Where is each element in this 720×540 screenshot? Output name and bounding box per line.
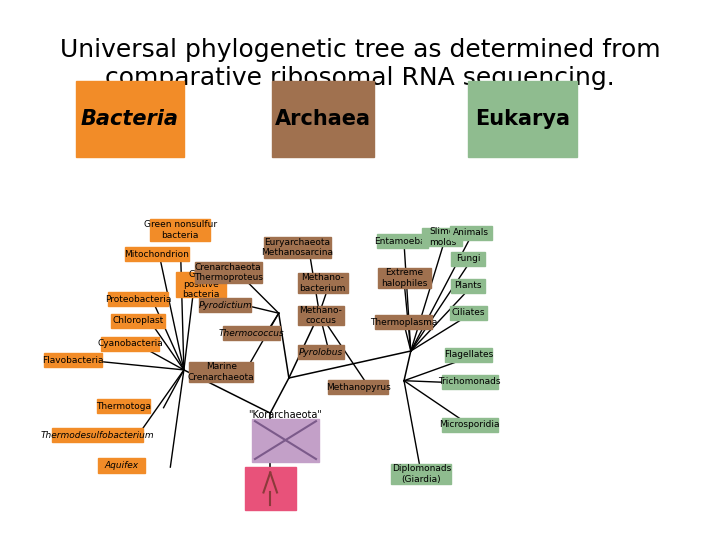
FancyBboxPatch shape	[176, 272, 226, 297]
Text: Green nonsulfur
bacteria: Green nonsulfur bacteria	[143, 220, 217, 240]
FancyBboxPatch shape	[125, 247, 189, 261]
Text: Proteobacteria: Proteobacteria	[105, 295, 171, 303]
FancyBboxPatch shape	[264, 237, 331, 258]
FancyBboxPatch shape	[189, 362, 253, 382]
FancyBboxPatch shape	[272, 81, 374, 157]
Text: Methanopyrus: Methanopyrus	[326, 383, 391, 391]
Text: Methano-
coccus: Methano- coccus	[300, 306, 343, 325]
FancyBboxPatch shape	[251, 418, 320, 462]
FancyBboxPatch shape	[442, 418, 498, 432]
Text: Slime
molds: Slime molds	[428, 227, 456, 247]
FancyBboxPatch shape	[44, 353, 102, 367]
Text: Aquifex: Aquifex	[104, 461, 138, 470]
Text: Trichomonads: Trichomonads	[438, 377, 501, 386]
Text: Gram
positive
bacteria: Gram positive bacteria	[182, 269, 220, 300]
Text: Euryarchaeota
Methanosarcina: Euryarchaeota Methanosarcina	[261, 238, 333, 257]
Text: Methano-
bacterium: Methano- bacterium	[300, 273, 346, 293]
FancyBboxPatch shape	[96, 399, 150, 413]
FancyBboxPatch shape	[199, 298, 251, 312]
Text: Chloroplast: Chloroplast	[112, 316, 163, 325]
FancyBboxPatch shape	[297, 273, 348, 293]
Text: Entamoebae: Entamoebae	[374, 237, 431, 246]
FancyBboxPatch shape	[377, 268, 431, 288]
FancyBboxPatch shape	[391, 464, 451, 484]
FancyBboxPatch shape	[375, 315, 432, 329]
Text: Eukarya: Eukarya	[475, 109, 570, 129]
FancyBboxPatch shape	[451, 279, 485, 293]
FancyBboxPatch shape	[98, 458, 145, 472]
FancyBboxPatch shape	[328, 380, 389, 394]
FancyBboxPatch shape	[450, 226, 492, 240]
FancyBboxPatch shape	[297, 306, 344, 325]
Text: Microsporidia: Microsporidia	[439, 421, 500, 429]
FancyBboxPatch shape	[53, 428, 143, 442]
Text: Thermodesulfobacterium: Thermodesulfobacterium	[41, 431, 155, 440]
FancyBboxPatch shape	[112, 314, 165, 328]
Text: Mitochondrion: Mitochondrion	[125, 250, 189, 259]
Text: Archaea: Archaea	[275, 109, 371, 129]
Text: Universal phylogenetic tree as determined from
comparative ribosomal RNA sequenc: Universal phylogenetic tree as determine…	[60, 38, 660, 90]
Text: "Korarchaeota": "Korarchaeota"	[248, 410, 323, 420]
FancyBboxPatch shape	[150, 219, 210, 241]
FancyBboxPatch shape	[451, 252, 485, 266]
FancyBboxPatch shape	[223, 326, 280, 340]
Text: Fungi: Fungi	[456, 254, 480, 263]
FancyBboxPatch shape	[450, 306, 487, 320]
Text: Flagellates: Flagellates	[444, 350, 493, 359]
FancyBboxPatch shape	[469, 81, 577, 157]
FancyBboxPatch shape	[194, 262, 262, 283]
Text: Crenarchaeota
Thermoproteus: Crenarchaeota Thermoproteus	[194, 263, 263, 282]
Text: Thermoplasma: Thermoplasma	[369, 318, 437, 327]
Text: Extreme
halophiles: Extreme halophiles	[381, 268, 428, 288]
Text: Bacteria: Bacteria	[81, 109, 179, 129]
FancyBboxPatch shape	[377, 234, 428, 248]
FancyBboxPatch shape	[76, 81, 184, 157]
FancyBboxPatch shape	[245, 467, 296, 510]
Text: Ciliates: Ciliates	[451, 308, 485, 317]
Text: Marine
Crenarchaeota: Marine Crenarchaeota	[188, 362, 254, 382]
Text: Flavobacteria: Flavobacteria	[42, 356, 104, 364]
Text: Thermococcus: Thermococcus	[219, 329, 284, 338]
Text: Plants: Plants	[454, 281, 482, 290]
Text: Pyrodictium: Pyrodictium	[198, 301, 252, 309]
FancyBboxPatch shape	[446, 348, 492, 362]
FancyBboxPatch shape	[108, 292, 168, 306]
Text: Cyanobacteria: Cyanobacteria	[97, 340, 163, 348]
FancyBboxPatch shape	[102, 337, 160, 351]
FancyBboxPatch shape	[423, 228, 462, 246]
FancyBboxPatch shape	[442, 375, 498, 389]
Text: Animals: Animals	[453, 228, 489, 237]
Text: Pyrolobus: Pyrolobus	[299, 348, 343, 356]
FancyBboxPatch shape	[297, 345, 344, 359]
Text: Diplomonads
(Giardia): Diplomonads (Giardia)	[392, 464, 451, 484]
Text: Thermotoga: Thermotoga	[96, 402, 150, 410]
